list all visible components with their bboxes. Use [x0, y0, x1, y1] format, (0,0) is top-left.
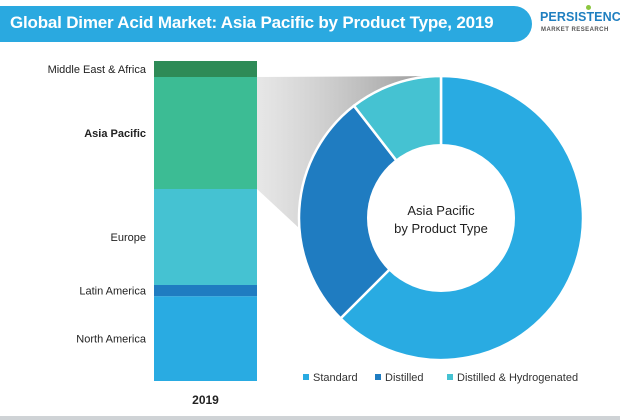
bar-segment-europe — [154, 189, 257, 285]
bar-segment-latin-america — [154, 285, 257, 297]
legend-swatch-standard — [303, 374, 309, 380]
legend-swatch-distilled-and-hydrogenated — [447, 374, 453, 380]
legend-swatch-distilled — [375, 374, 381, 380]
donut-center-line-2: by Product Type — [394, 221, 488, 236]
logo-main-text: PERSISTENCE — [540, 10, 620, 24]
logo-sub-text: MARKET RESEARCH — [541, 27, 609, 33]
bar-category-labels: North America Latin America Europe Asia Pac… — [48, 64, 147, 346]
bar-label-latin-america: Latin America — [79, 286, 147, 298]
bottom-rule — [0, 416, 620, 420]
x-tick-label: 2019 — [192, 393, 219, 407]
donut-center — [367, 144, 515, 292]
bar-segment-asia-pacific — [154, 77, 257, 189]
stacked-bar — [154, 61, 257, 381]
donut-center-line-1: Asia Pacific — [407, 203, 475, 218]
bar-label-north-america: North America — [76, 334, 147, 346]
legend-label-distilled: Distilled — [385, 372, 424, 384]
legend: Standard Distilled Distilled & Hydrogenate… — [303, 372, 578, 384]
legend-label-standard: Standard — [313, 372, 358, 384]
title-banner: Global Dimer Acid Market: Asia Pacific b… — [0, 6, 532, 42]
bar-label-europe: Europe — [111, 232, 146, 244]
bar-segment-north-america — [154, 296, 257, 381]
bar-segment-middle-east-and-africa — [154, 61, 257, 77]
logo-dot-icon — [586, 5, 591, 10]
bar-label-asia-pacific: Asia Pacific — [84, 128, 146, 140]
bar-label-middle-east-and-africa: Middle East & Africa — [48, 64, 147, 76]
chart-title: Global Dimer Acid Market: Asia Pacific b… — [10, 13, 494, 32]
legend-label-distilled-and-hydrogenated: Distilled & Hydrogenated — [457, 372, 578, 384]
brand-logo: PERSISTENCE MARKET RESEARCH — [538, 5, 620, 42]
